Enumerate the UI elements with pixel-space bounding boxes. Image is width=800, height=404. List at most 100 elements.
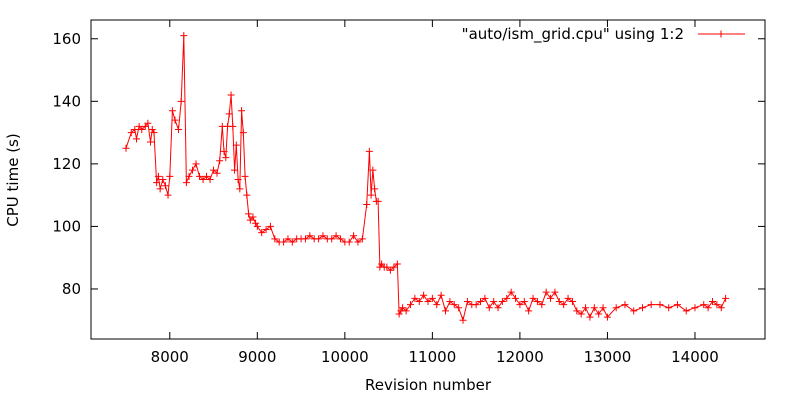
y-axis-ticks: 80 100 120 140 160: [52, 30, 765, 298]
data-point-marker: [213, 169, 221, 177]
data-point-marker: [463, 297, 471, 305]
data-point-marker: [700, 301, 708, 309]
data-point-marker: [386, 266, 394, 274]
data-point-marker: [231, 166, 239, 174]
data-point-marker: [301, 235, 309, 243]
data-point-marker: [154, 172, 162, 180]
data-point-marker: [138, 125, 146, 133]
data-point-marker: [547, 294, 555, 302]
data-point-marker: [222, 154, 230, 162]
data-point-marker: [159, 176, 167, 183]
data-point-marker: [253, 222, 261, 230]
data-point-marker: [148, 125, 156, 133]
data-point-marker: [236, 185, 244, 193]
data-point-marker: [612, 304, 620, 312]
data-point-marker: [573, 307, 581, 315]
data-point-marker: [525, 307, 533, 315]
data-point-marker: [288, 238, 296, 246]
data-point-marker: [472, 301, 480, 309]
x-tick-label: 10000: [321, 348, 369, 366]
data-point-marker: [280, 238, 288, 246]
data-point-marker: [241, 172, 249, 180]
data-point-marker: [406, 301, 414, 309]
data-point-marker: [271, 235, 279, 243]
data-point-marker: [227, 91, 235, 99]
data-point-marker: [542, 288, 550, 296]
legend-marker: [717, 30, 725, 38]
data-point-marker: [367, 191, 375, 199]
data-point-marker: [203, 172, 211, 180]
data-point-marker: [365, 147, 373, 155]
data-point-marker: [481, 294, 489, 302]
data-point-marker: [127, 129, 135, 137]
data-point-marker: [507, 288, 515, 296]
data-point-marker: [371, 185, 379, 193]
x-axis-ticks: 8000 9000 10000 11000 12000 13000 14000: [151, 20, 719, 366]
data-point-marker: [345, 238, 353, 246]
data-point-marker: [206, 176, 214, 183]
data-point-marker: [243, 191, 251, 199]
data-point-marker: [390, 263, 398, 271]
data-point-marker: [433, 301, 441, 309]
data-point-marker: [192, 160, 200, 168]
data-point-marker: [717, 304, 725, 312]
data-point-marker: [258, 229, 266, 237]
data-point-marker: [446, 297, 454, 305]
data-point-marker: [516, 301, 524, 309]
data-point-marker: [455, 304, 463, 312]
data-point-marker: [245, 210, 253, 218]
data-point-marker: [239, 129, 247, 137]
data-point-marker: [185, 172, 193, 180]
x-tick-label: 11000: [409, 348, 457, 366]
y-tick-label: 100: [52, 217, 81, 235]
data-point-marker: [369, 166, 377, 174]
data-point-marker: [490, 297, 498, 305]
data-point-marker: [131, 125, 139, 133]
data-point-marker: [437, 291, 445, 299]
data-point-marker: [150, 129, 158, 137]
data-point-marker: [498, 297, 506, 305]
data-point-marker: [647, 301, 655, 309]
legend: "auto/ism_grid.cpu" using 1:2: [462, 25, 745, 44]
x-tick-label: 9000: [238, 348, 276, 366]
data-point-marker: [354, 238, 362, 246]
data-point-marker: [586, 313, 594, 321]
data-point-marker: [713, 301, 721, 309]
data-point-marker: [538, 301, 546, 309]
data-point-marker: [485, 304, 493, 312]
data-point-marker: [603, 313, 611, 321]
data-point-marker: [156, 185, 164, 193]
data-point-marker: [638, 304, 646, 312]
data-point-marker: [450, 301, 458, 309]
data-point-marker: [147, 138, 155, 146]
y-tick-label: 140: [52, 92, 81, 110]
data-point-marker: [411, 294, 419, 302]
x-tick-label: 12000: [496, 348, 544, 366]
data-point-marker: [442, 307, 450, 315]
data-point-marker: [168, 107, 176, 115]
data-point-marker: [225, 110, 233, 118]
data-point-marker: [363, 201, 371, 209]
data-point-marker: [180, 32, 188, 40]
data-point-marker: [708, 297, 716, 305]
legend-label: "auto/ism_grid.cpu" using 1:2: [462, 25, 684, 44]
data-point-marker: [582, 304, 590, 312]
x-tick-label: 8000: [151, 348, 189, 366]
data-point-marker: [166, 172, 174, 180]
data-point-marker: [332, 232, 340, 240]
data-point-marker: [673, 301, 681, 309]
data-point-marker: [262, 226, 270, 234]
data-point-marker: [374, 197, 382, 205]
data-point-marker: [196, 172, 204, 180]
data-point-marker: [266, 222, 274, 230]
y-tick-label: 120: [52, 155, 81, 173]
data-point-marker: [590, 304, 598, 312]
data-point-marker: [722, 294, 730, 302]
data-point-marker: [520, 297, 528, 305]
data-point-marker: [402, 307, 410, 315]
series-line: [125, 35, 727, 322]
data-point-marker: [336, 235, 344, 243]
data-point-marker: [315, 235, 323, 243]
